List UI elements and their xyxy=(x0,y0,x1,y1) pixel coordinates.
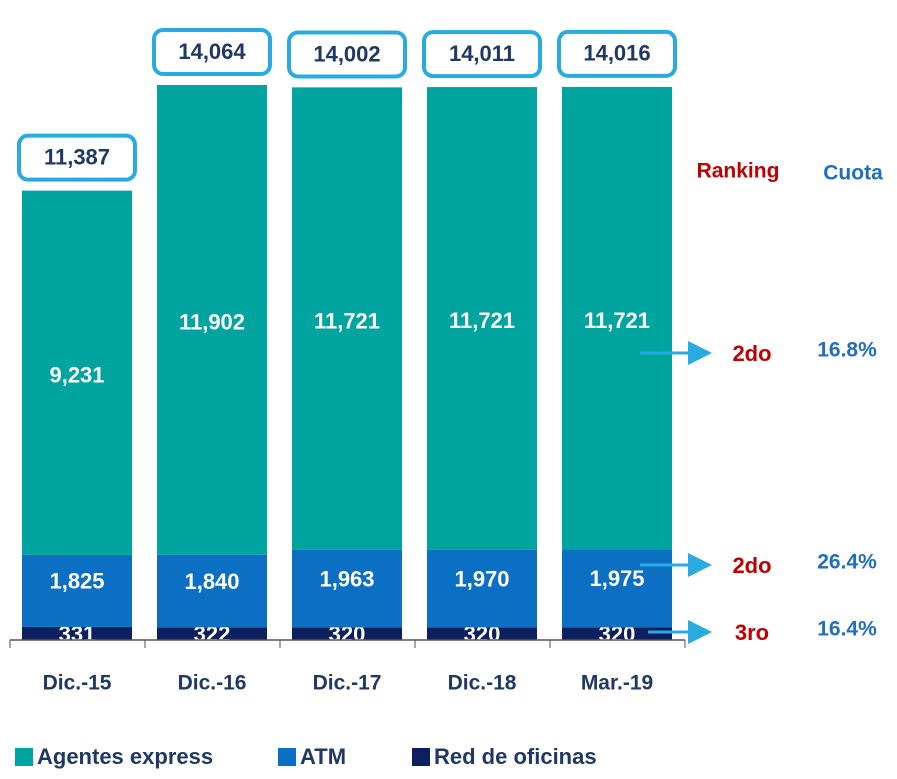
data-label: 1,975 xyxy=(589,566,644,591)
bar-segment xyxy=(427,87,537,550)
bar-segment xyxy=(562,627,672,640)
ranking-value: 2do xyxy=(732,553,771,578)
legend-swatch xyxy=(412,748,430,766)
ranking-value: 2do xyxy=(732,341,771,366)
bar-segment xyxy=(292,549,402,628)
data-label: 11,902 xyxy=(179,310,245,335)
data-label: 11,721 xyxy=(449,308,515,333)
bar-segment xyxy=(427,549,537,628)
bar-segment xyxy=(292,627,402,640)
bar-segment xyxy=(22,190,132,555)
legend-swatch xyxy=(278,748,296,766)
legend-label: Red de oficinas xyxy=(434,744,597,769)
bar-segment xyxy=(157,85,267,555)
legend-swatch xyxy=(15,748,33,766)
legend-label: ATM xyxy=(300,744,346,769)
x-tick-label: Dic.-16 xyxy=(178,672,247,695)
ranking-header: Ranking xyxy=(697,160,780,183)
bar-segment xyxy=(22,554,132,627)
total-box xyxy=(152,28,272,76)
cuota-value: 26.4% xyxy=(817,551,877,574)
cuota-header: Cuota xyxy=(823,162,883,185)
data-label: 1,825 xyxy=(49,569,104,594)
data-label: 11,721 xyxy=(584,308,650,333)
total-box xyxy=(17,133,137,182)
total-box xyxy=(557,29,677,78)
bar-segment xyxy=(292,87,402,550)
bar-segment xyxy=(157,627,267,640)
bar-segment xyxy=(427,627,537,640)
total-label: 14,002 xyxy=(313,41,380,66)
bar-segment xyxy=(562,549,672,628)
x-tick-label: Dic.-18 xyxy=(448,672,517,695)
legend-label: Agentes express xyxy=(37,744,213,769)
x-tick-label: Dic.-15 xyxy=(43,672,112,695)
cuota-value: 16.8% xyxy=(817,339,877,362)
bar-segment xyxy=(157,554,267,628)
data-label: 1,840 xyxy=(184,569,239,594)
bar-segment xyxy=(562,86,672,550)
total-box xyxy=(422,30,542,79)
total-box xyxy=(287,30,407,79)
data-label: 9,231 xyxy=(49,363,104,388)
total-label: 11,387 xyxy=(44,144,110,169)
data-label: 1,970 xyxy=(454,566,509,591)
data-label: 11,721 xyxy=(314,308,380,333)
cuota-value: 16.4% xyxy=(817,618,877,641)
data-label: 1,963 xyxy=(319,566,374,591)
x-tick-label: Mar.-19 xyxy=(581,672,653,695)
bar-segment xyxy=(22,626,132,640)
x-tick-label: Dic.-17 xyxy=(313,672,382,695)
total-label: 14,011 xyxy=(449,41,515,66)
total-label: 14,016 xyxy=(583,41,650,66)
ranking-value: 3ro xyxy=(735,620,769,645)
total-label: 14,064 xyxy=(178,39,246,64)
